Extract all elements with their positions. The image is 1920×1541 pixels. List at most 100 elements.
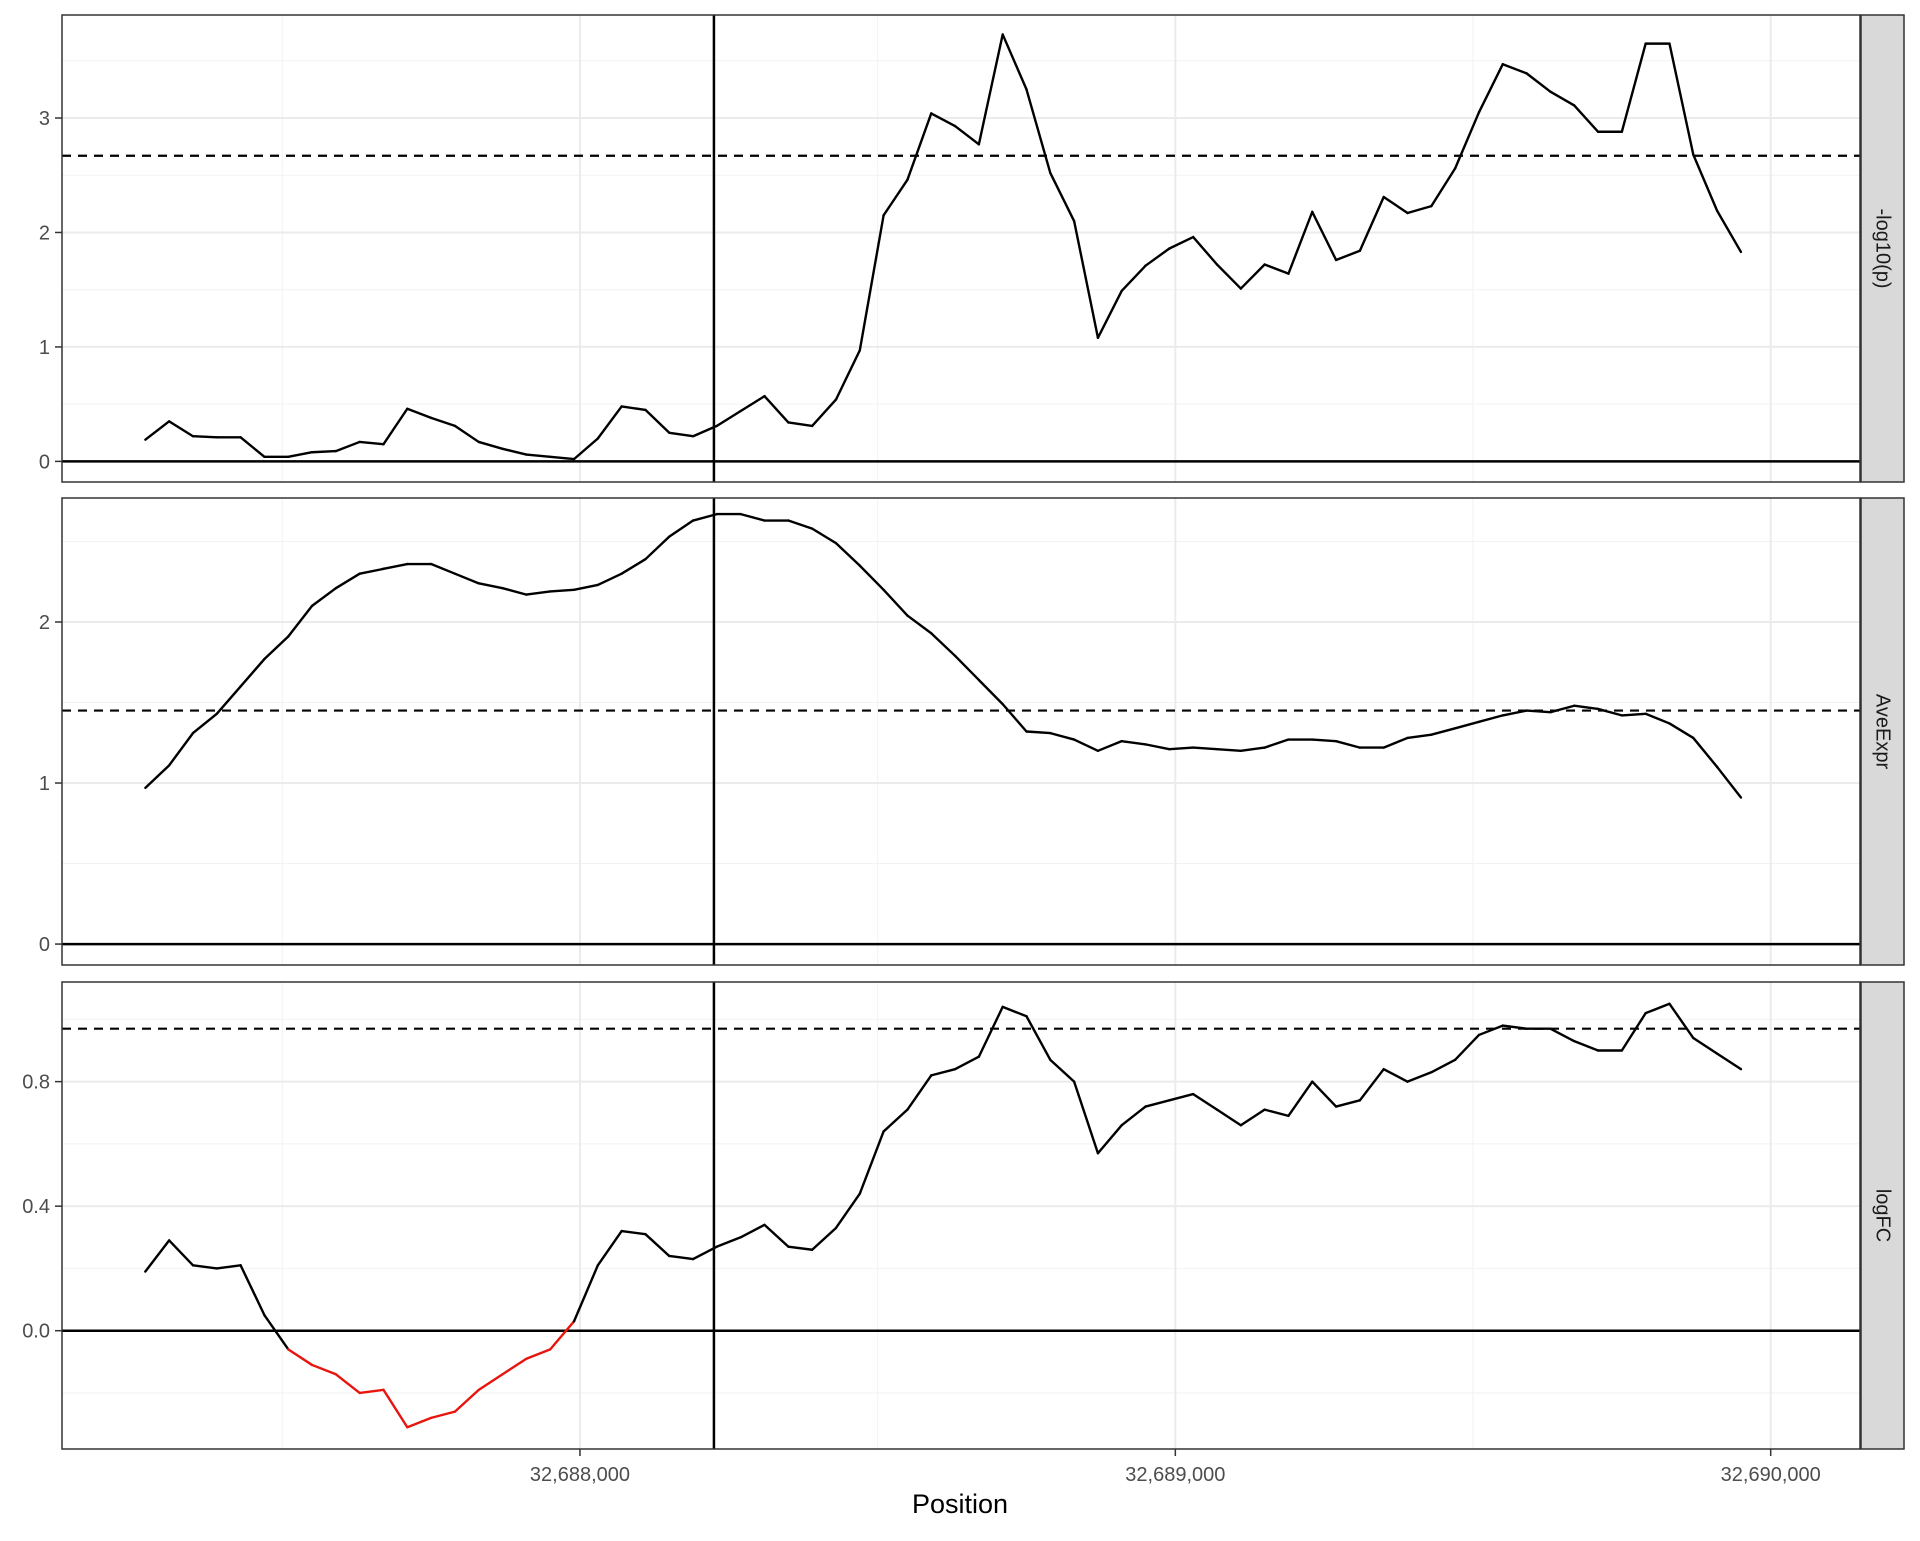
line-segment [787, 519, 814, 530]
y-tick-label: 0 [39, 451, 50, 473]
facet-strip-label: logFC [1872, 1189, 1894, 1242]
line-segment [1072, 738, 1100, 753]
line-segment [1311, 1080, 1338, 1108]
line-segment [1168, 1092, 1195, 1102]
line-segment [1596, 707, 1624, 717]
line-segment [1263, 738, 1290, 749]
line-segment [1573, 704, 1600, 711]
line-segment [1215, 1108, 1243, 1127]
line-segment [1334, 249, 1362, 262]
line-segment [167, 1239, 195, 1267]
line-segment [1382, 195, 1409, 215]
line-segment [787, 421, 814, 428]
line-segment [1668, 1002, 1695, 1040]
line-segment [1191, 1092, 1219, 1111]
line-segment [1358, 1067, 1385, 1102]
line-segment [834, 1192, 861, 1230]
panel-background [62, 15, 1860, 482]
line-segment [930, 1067, 957, 1077]
panel-aveexpr: 0 1 2 AveExpr [39, 497, 1905, 966]
line-segment [525, 1348, 552, 1360]
line-segment [382, 1388, 409, 1429]
line-segment [1501, 63, 1528, 75]
line-segment [906, 112, 933, 182]
line-segment [239, 436, 266, 459]
line-segment [1715, 1052, 1743, 1071]
x-tick-label: 32,690,000 [1721, 1464, 1821, 1486]
line-segment [382, 562, 409, 571]
line-segment [1477, 1024, 1504, 1037]
line-segment [977, 678, 1004, 706]
line-segment [549, 588, 576, 593]
line-segment [1430, 1058, 1457, 1074]
line-segment [358, 567, 385, 575]
line-segment [1620, 712, 1647, 717]
line-segment [1287, 1080, 1314, 1118]
line-segment [977, 33, 1004, 146]
line-segment [1668, 722, 1695, 740]
line-segment [715, 1236, 742, 1248]
line-segment [1382, 736, 1409, 749]
line-segment [525, 453, 552, 459]
line-segment [644, 408, 671, 434]
line-segment [620, 1229, 647, 1236]
y-tick-label: 1 [39, 773, 50, 795]
line-segment [596, 405, 623, 440]
line-segment [525, 590, 552, 596]
line-segment [1215, 263, 1243, 290]
line-segment [763, 394, 790, 424]
line-segment [263, 635, 290, 661]
line-segment [549, 455, 576, 461]
y-tick-label: 0.4 [22, 1196, 50, 1218]
line-segment [501, 1357, 528, 1376]
line-segment [1549, 704, 1576, 714]
y-tick-label: 1 [39, 337, 50, 359]
line-segment [1001, 1005, 1028, 1018]
line-segment [953, 124, 981, 146]
line-segment [572, 583, 600, 591]
line-segment [763, 1223, 790, 1248]
y-tick-label: 0.0 [22, 1321, 50, 1343]
line-segment [739, 512, 766, 522]
line-segment [596, 1229, 623, 1267]
line-segment [453, 424, 480, 444]
line-segment [1025, 88, 1052, 175]
line-segment [1525, 709, 1552, 714]
x-tick-label: 32,688,000 [530, 1464, 630, 1486]
line-segment [1406, 1071, 1433, 1083]
line-segment [1549, 1027, 1576, 1043]
line-segment [477, 440, 504, 451]
line-segment [1263, 263, 1290, 275]
line-segment [1001, 702, 1028, 733]
line-segment [1144, 1099, 1171, 1108]
line-segment [1072, 1080, 1100, 1155]
line-segment [834, 541, 861, 567]
line-segment [239, 1264, 266, 1317]
line-segment [1692, 1036, 1719, 1055]
line-segment [549, 1320, 576, 1351]
line-segment [572, 437, 600, 461]
line-segment [239, 657, 266, 688]
line-segment [1501, 1024, 1528, 1030]
panel-grid [62, 15, 1860, 482]
line-segment [858, 214, 885, 352]
panel-logfc: 0.0 0.4 0.8 logFC [22, 981, 1905, 1450]
line-segment [620, 405, 647, 412]
line-segment [644, 1232, 671, 1258]
line-segment [810, 398, 838, 428]
line-segment [1334, 1099, 1362, 1108]
line-segment [1096, 289, 1123, 339]
line-segment [1358, 195, 1385, 252]
y-tick-label: 0.8 [22, 1072, 50, 1094]
line-segment [1191, 235, 1219, 266]
line-segment [668, 519, 695, 538]
line-segment [572, 1264, 600, 1323]
line-segment [406, 1416, 433, 1429]
line-segment [930, 112, 957, 128]
line-segment [1453, 111, 1481, 170]
line-segment [334, 440, 361, 453]
line-segment [406, 407, 433, 420]
facet-strip [1860, 497, 1905, 966]
facet-strip-label: -log10(p) [1872, 208, 1894, 288]
line-segment [310, 449, 338, 454]
